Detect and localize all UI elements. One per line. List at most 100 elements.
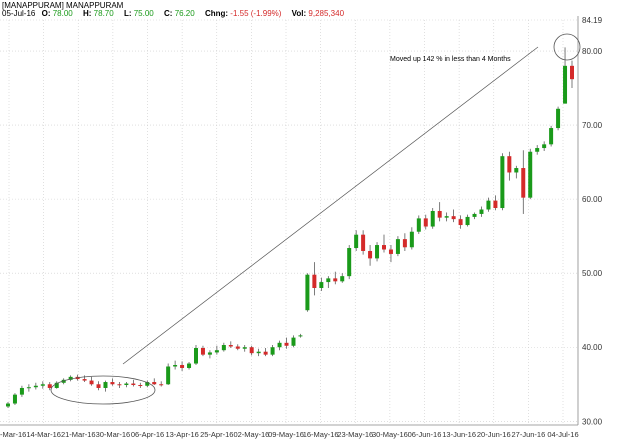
x-tick-label: 20-Jun-16 bbox=[477, 430, 511, 439]
candle-body bbox=[138, 385, 143, 387]
x-tick-label: 13-Apr-16 bbox=[165, 430, 198, 439]
candle-body bbox=[68, 376, 73, 380]
candle-body bbox=[354, 234, 359, 249]
candle-body bbox=[54, 382, 59, 388]
x-tick-label: 07-Mar-16 bbox=[0, 430, 26, 439]
readout-open: O: 78.00 bbox=[41, 9, 73, 18]
candle-body bbox=[277, 342, 282, 348]
candle-body bbox=[493, 200, 498, 209]
candle-body bbox=[347, 248, 352, 277]
x-tick-label: 21-Mar-16 bbox=[61, 430, 96, 439]
candle-body bbox=[528, 151, 533, 198]
candle-body bbox=[361, 234, 366, 251]
candle-body bbox=[214, 350, 219, 353]
x-tick-label: 16-May-16 bbox=[303, 430, 339, 439]
candle-body bbox=[388, 249, 393, 254]
candle-body bbox=[61, 379, 66, 383]
candle-body bbox=[535, 148, 540, 152]
candle-body bbox=[500, 156, 505, 209]
candle-body bbox=[333, 278, 338, 282]
y-tick-label: 40.00 bbox=[582, 343, 603, 352]
candle-body bbox=[117, 384, 122, 386]
candle-body bbox=[270, 347, 275, 355]
candle-body bbox=[96, 384, 101, 388]
candle-body bbox=[207, 352, 212, 355]
x-tick-label: 30-Mar-16 bbox=[96, 430, 131, 439]
candle-body bbox=[173, 365, 178, 367]
y-tick-label: 70.00 bbox=[582, 121, 603, 130]
candle-body bbox=[235, 346, 240, 349]
x-tick-label: 25-Apr-16 bbox=[200, 430, 233, 439]
candle-body bbox=[319, 282, 324, 289]
candle-body bbox=[89, 380, 94, 385]
candle-body bbox=[382, 245, 386, 250]
candle-body bbox=[221, 345, 226, 351]
candle-body bbox=[521, 168, 526, 198]
candle-body bbox=[228, 345, 233, 347]
candle-body bbox=[298, 335, 303, 337]
candle-body bbox=[430, 210, 435, 227]
ohlc-readout: 05-Jul-16 O: 78.00 H: 78.70 L: 75.00 C: … bbox=[2, 9, 352, 19]
candle-body bbox=[395, 239, 400, 254]
candle-body bbox=[263, 351, 268, 355]
readout-high: H: 78.70 bbox=[82, 9, 114, 18]
candle-body bbox=[514, 168, 519, 173]
candle-body bbox=[152, 382, 157, 385]
readout-volume: Vol: 9,285,340 bbox=[291, 9, 345, 18]
candle-body bbox=[465, 216, 470, 226]
candle-body bbox=[33, 385, 38, 388]
candle-body bbox=[375, 245, 380, 259]
chart-annotation: Moved up 142 % in less than 4 Months bbox=[390, 56, 511, 63]
candle-body bbox=[19, 387, 24, 395]
candle-body bbox=[145, 382, 150, 386]
x-tick-label: 27-Jun-16 bbox=[511, 430, 545, 439]
candle-body bbox=[507, 156, 512, 173]
x-tick-label: 09-May-16 bbox=[268, 430, 304, 439]
candle-body bbox=[124, 383, 129, 386]
candle-body bbox=[451, 216, 456, 220]
candle-body bbox=[423, 218, 428, 227]
trend-line bbox=[122, 46, 539, 365]
candle-body bbox=[340, 276, 345, 282]
x-tick-label: 30-May-16 bbox=[372, 430, 408, 439]
chart-symbol-title: [MANAPPURAM] MANAPPURAM bbox=[2, 1, 124, 10]
candle-body bbox=[472, 213, 477, 217]
candle-body bbox=[542, 144, 547, 149]
candle-body bbox=[368, 250, 373, 259]
candle-body bbox=[159, 384, 164, 386]
x-tick-label: 02-May-16 bbox=[233, 430, 269, 439]
candle-body bbox=[242, 347, 247, 349]
x-tick-label: 23-May-16 bbox=[337, 430, 373, 439]
candle-body bbox=[26, 387, 31, 389]
candle-body bbox=[486, 200, 491, 210]
candle-body bbox=[200, 347, 205, 355]
candle-body bbox=[291, 337, 296, 346]
candle-body bbox=[47, 384, 52, 388]
y-tick-label: 80.00 bbox=[582, 47, 603, 56]
x-tick-label: 14-Mar-16 bbox=[26, 430, 61, 439]
candle-body bbox=[110, 382, 115, 385]
candle-body bbox=[305, 274, 310, 311]
candle-body bbox=[402, 239, 407, 248]
y-tick-label: 84.19 bbox=[582, 16, 603, 25]
candle-body bbox=[437, 210, 442, 218]
candle-body bbox=[103, 382, 108, 388]
candle-body bbox=[6, 403, 10, 407]
candle-body bbox=[563, 65, 568, 104]
candle-body bbox=[256, 351, 261, 354]
x-tick-label: 06-Jun-16 bbox=[408, 430, 442, 439]
candle-body bbox=[187, 363, 192, 368]
peak-circle bbox=[553, 33, 581, 61]
candle-body bbox=[82, 379, 87, 381]
candle-body bbox=[549, 128, 554, 145]
candle-body bbox=[166, 366, 171, 385]
y-tick-label: 50.00 bbox=[582, 269, 603, 278]
candle-body bbox=[12, 394, 17, 404]
readout-date: 05-Jul-16 bbox=[2, 9, 36, 18]
candle-body bbox=[458, 219, 463, 226]
x-tick-label: 06-Apr-16 bbox=[131, 430, 164, 439]
candle-body bbox=[570, 65, 574, 80]
consolidation-ellipse bbox=[50, 375, 156, 405]
readout-close: C: 76.20 bbox=[164, 9, 195, 18]
